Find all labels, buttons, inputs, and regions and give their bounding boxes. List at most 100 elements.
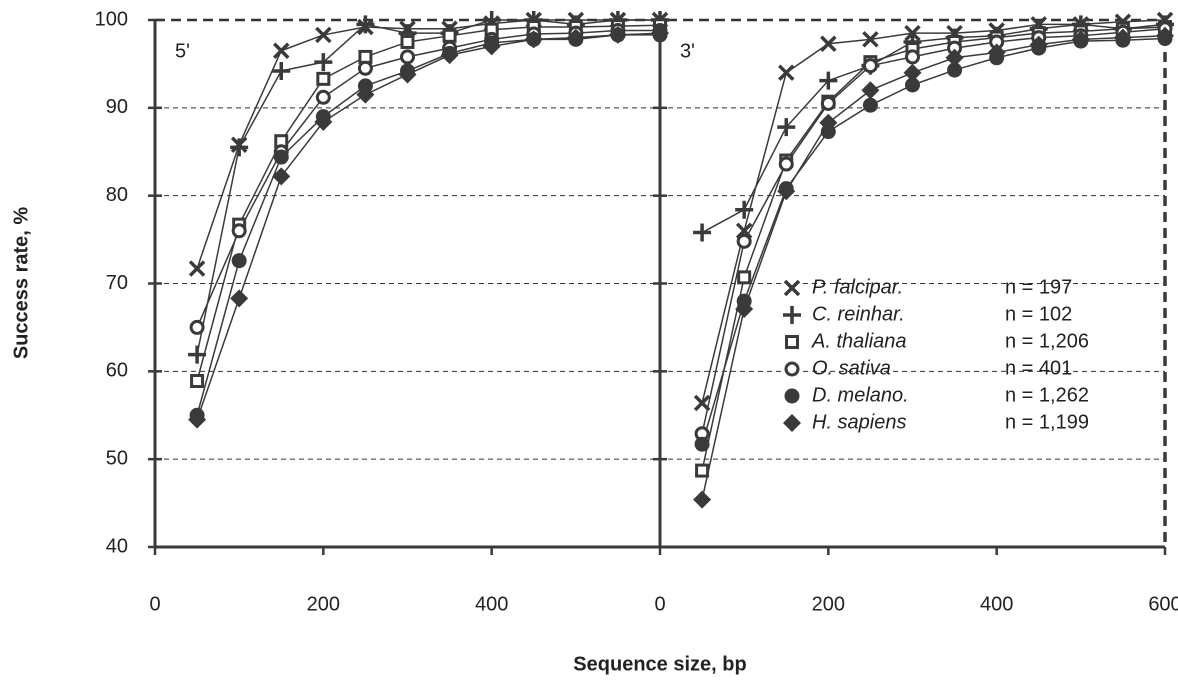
marker	[231, 253, 247, 269]
marker-shape	[987, 43, 1006, 62]
x-tick-label: 0	[654, 593, 665, 615]
marker-shape	[783, 414, 801, 432]
marker-shape	[400, 49, 415, 65]
marker	[693, 490, 712, 509]
legend-label: P. falcipar.	[812, 276, 903, 298]
marker-shape	[315, 26, 332, 44]
y-tick-label: 90	[106, 96, 128, 118]
marker	[736, 233, 752, 249]
marker	[524, 30, 543, 49]
marker	[1071, 30, 1090, 49]
marker-shape	[694, 436, 710, 452]
marker-shape	[783, 279, 801, 297]
marker-shape	[778, 64, 795, 81]
marker-shape	[693, 394, 711, 412]
legend-label: A. thaliana	[811, 330, 907, 352]
marker-shape	[440, 46, 459, 65]
marker	[695, 463, 710, 478]
marker	[693, 394, 711, 412]
series-line	[196, 32, 661, 420]
marker	[987, 43, 1006, 62]
x-tick-label: 600	[1148, 593, 1178, 615]
marker	[784, 361, 800, 377]
marker	[608, 25, 627, 44]
marker-shape	[272, 61, 291, 80]
marker	[272, 167, 291, 186]
marker	[651, 24, 669, 43]
marker	[784, 388, 800, 404]
marker	[358, 49, 373, 64]
marker-shape	[190, 373, 205, 388]
marker-shape	[945, 48, 964, 67]
marker-shape	[356, 15, 375, 34]
legend-count: n = 1,262	[1005, 384, 1089, 406]
marker-shape	[398, 65, 417, 84]
series-line	[196, 19, 660, 355]
marker-shape	[905, 77, 920, 93]
marker	[440, 46, 459, 65]
marker-shape	[783, 306, 801, 324]
marker	[566, 28, 585, 47]
marker	[861, 81, 880, 100]
marker-shape	[316, 71, 331, 86]
marker	[778, 64, 795, 81]
marker	[273, 42, 290, 59]
marker	[314, 112, 333, 131]
marker-shape	[231, 223, 247, 239]
marker	[777, 182, 796, 201]
marker-shape	[947, 62, 963, 78]
marker	[862, 58, 878, 74]
series-line	[701, 26, 1166, 471]
marker-shape	[777, 182, 796, 201]
marker	[356, 85, 375, 104]
panel-label: 5'	[175, 40, 190, 62]
marker-shape	[735, 299, 754, 318]
marker-shape	[442, 28, 457, 43]
marker-shape	[356, 85, 375, 104]
series-line	[701, 35, 1166, 500]
x-tick-label: 400	[980, 593, 1013, 615]
marker	[230, 138, 249, 157]
marker-shape	[189, 319, 205, 335]
marker-shape	[777, 118, 796, 137]
marker	[400, 49, 415, 65]
marker-shape	[778, 156, 794, 172]
series-line	[196, 24, 661, 382]
legend-count: n = 197	[1005, 276, 1072, 298]
marker-shape	[819, 71, 838, 90]
marker-shape	[230, 289, 249, 308]
marker	[315, 89, 331, 105]
marker	[777, 118, 796, 137]
marker	[785, 335, 799, 349]
marker	[903, 63, 922, 82]
marker-shape	[1113, 28, 1132, 47]
marker-shape	[566, 28, 585, 47]
marker	[945, 48, 964, 67]
marker	[820, 35, 837, 52]
marker	[398, 65, 417, 84]
marker-shape	[819, 113, 838, 132]
marker	[905, 77, 920, 93]
marker-shape	[651, 24, 669, 43]
marker-shape	[1156, 26, 1174, 45]
marker-shape	[608, 25, 627, 44]
series-line	[196, 29, 660, 328]
marker	[778, 156, 794, 172]
marker	[442, 28, 457, 43]
marker-shape	[693, 223, 712, 242]
marker-shape	[1071, 30, 1090, 49]
marker	[905, 49, 920, 65]
marker	[231, 223, 247, 239]
marker	[230, 289, 249, 308]
y-tick-label: 60	[106, 360, 128, 382]
marker	[819, 113, 838, 132]
marker-shape	[735, 222, 753, 240]
marker	[735, 222, 753, 240]
legend-count: n = 1,206	[1005, 330, 1089, 352]
legend-count: n = 401	[1005, 357, 1072, 379]
x-tick-label: 400	[475, 593, 508, 615]
marker-shape	[272, 167, 291, 186]
series-line	[196, 34, 660, 416]
marker-shape	[188, 410, 207, 429]
y-tick-label: 100	[95, 8, 128, 30]
